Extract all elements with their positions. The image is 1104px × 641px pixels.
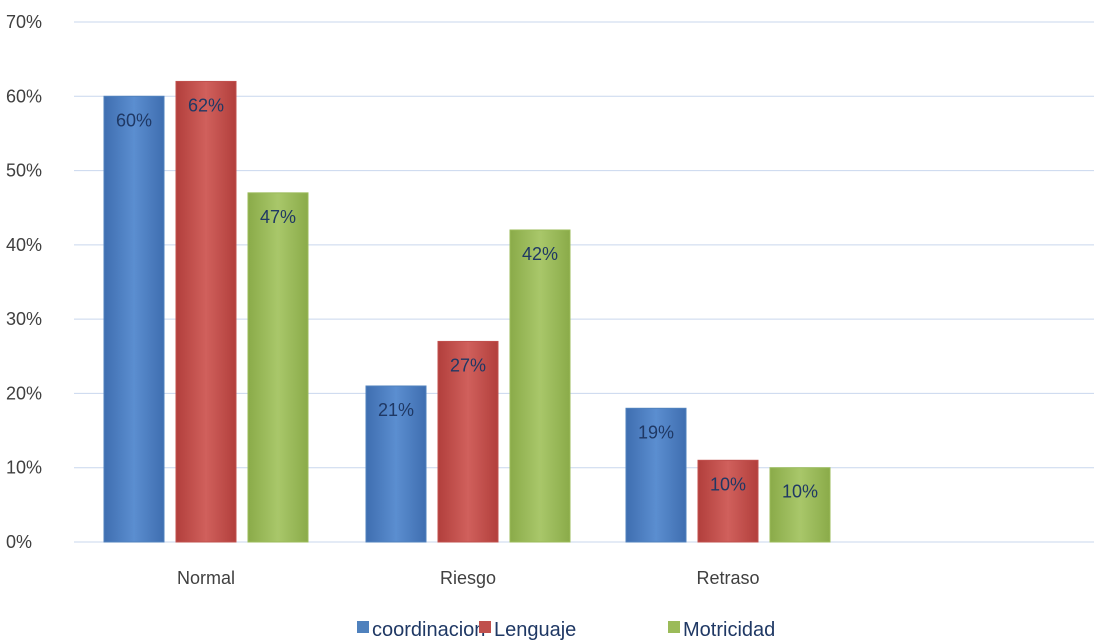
data-label: 21% xyxy=(378,400,414,420)
legend-label-coordinacion: coordinacion xyxy=(372,619,485,641)
bar-motricidad-normal xyxy=(247,192,309,543)
legend-label-motricidad: Motricidad xyxy=(683,619,775,641)
category-label: Normal xyxy=(177,568,235,588)
data-label: 60% xyxy=(116,110,152,130)
category-label: Riesgo xyxy=(440,568,496,588)
bar-coordinacion-normal xyxy=(103,95,165,543)
data-label: 47% xyxy=(260,207,296,227)
bar-lenguaje-retraso xyxy=(697,459,759,543)
category-label: Retraso xyxy=(696,568,759,588)
legend-label-lenguaje: Lenguaje xyxy=(494,619,576,641)
legend-swatch-lenguaje xyxy=(479,621,491,633)
data-label: 10% xyxy=(710,474,746,494)
y-tick-label: 10% xyxy=(6,458,42,478)
legend-swatch-motricidad xyxy=(668,621,680,633)
y-tick-label: 30% xyxy=(6,309,42,329)
data-labels: 60% 62% 47% 21% 27% 42% 19% 10% 10% xyxy=(116,95,818,501)
y-tick-label: 40% xyxy=(6,235,42,255)
y-tick-label: 50% xyxy=(6,161,42,181)
bar-motricidad-retraso xyxy=(769,467,831,543)
bar-coordinacion-retraso xyxy=(625,407,687,543)
data-label: 19% xyxy=(638,422,674,442)
data-label: 42% xyxy=(522,244,558,264)
data-label: 10% xyxy=(782,482,818,502)
bar-lenguaje-normal xyxy=(175,80,237,543)
gridlines xyxy=(74,21,1094,543)
y-tick-label: 20% xyxy=(6,383,42,403)
bars xyxy=(103,80,831,543)
legend: coordinacion Lenguaje Motricidad xyxy=(357,619,775,641)
bar-coordinacion-riesgo xyxy=(365,385,427,543)
y-tick-label: 60% xyxy=(6,86,42,106)
data-label: 62% xyxy=(188,95,224,115)
legend-swatch-coordinacion xyxy=(357,621,369,633)
data-label: 27% xyxy=(450,355,486,375)
bar-lenguaje-riesgo xyxy=(437,340,499,543)
y-tick-label: 0% xyxy=(6,532,32,552)
y-tick-label: 70% xyxy=(6,12,42,32)
y-axis-tick-labels: 0% 10% 20% 30% 40% 50% 60% 70% xyxy=(6,12,42,552)
x-axis-category-labels: Normal Riesgo Retraso xyxy=(177,568,760,588)
bar-motricidad-riesgo xyxy=(509,229,571,543)
